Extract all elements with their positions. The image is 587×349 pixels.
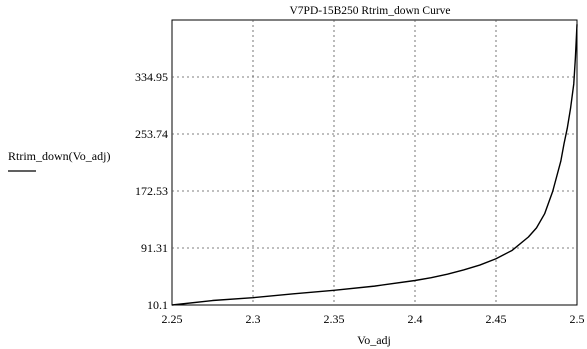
y-tick-label: 91.31 <box>141 241 168 255</box>
y-tick-labels: 10.1 91.31 172.53 253.74 334.95 <box>135 70 168 312</box>
series-group <box>171 24 578 306</box>
x-tick-label: 2.25 <box>162 312 183 326</box>
x-tick-label: 2.4 <box>408 312 423 326</box>
x-tick-label: 2.3 <box>246 312 261 326</box>
y-tick-label: 10.1 <box>147 298 168 312</box>
x-tick-label: 2.5 <box>570 312 585 326</box>
y-axis-label: Rtrim_down(Vo_adj) <box>8 149 110 163</box>
x-tick-labels: 2.25 2.3 2.35 2.4 2.45 2.5 <box>162 312 585 326</box>
plot-area <box>171 19 578 306</box>
chart-title: V7PD-15B250 Rtrim_down Curve <box>290 5 451 17</box>
x-axis-label: Vo_adj <box>357 333 391 347</box>
y-tick-label: 253.74 <box>135 127 168 141</box>
series-line <box>171 24 578 306</box>
x-tick-label: 2.35 <box>324 312 345 326</box>
y-tick-label: 334.95 <box>135 70 168 84</box>
x-tick-label: 2.45 <box>486 312 507 326</box>
y-tick-label: 172.53 <box>135 184 168 198</box>
